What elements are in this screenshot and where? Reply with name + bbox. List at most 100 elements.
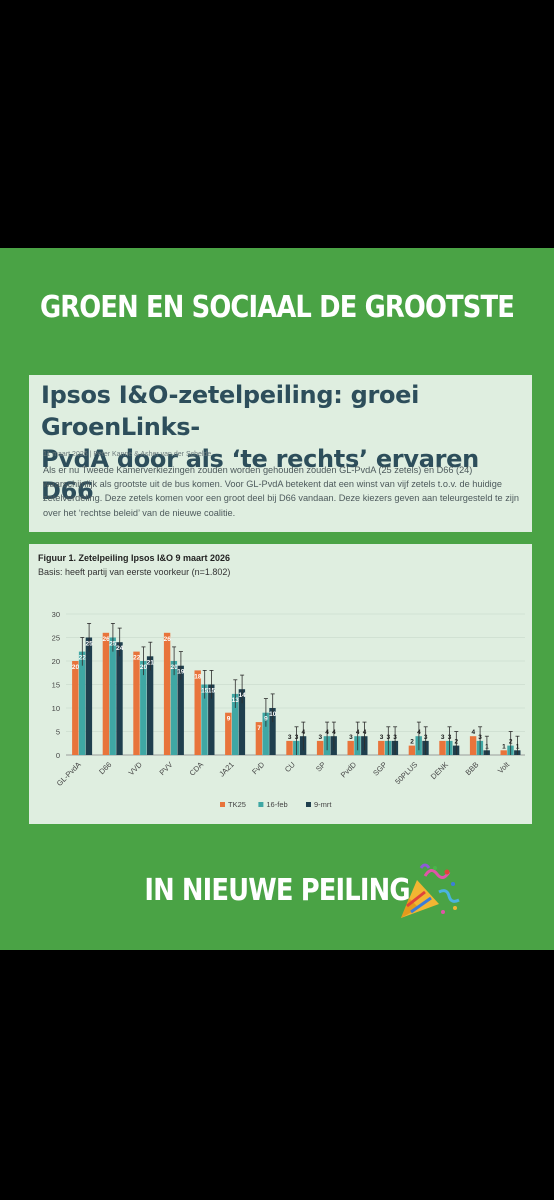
data-label: 4 — [356, 729, 360, 736]
intro-line: zetelverdeling. Deze zetels komen voor e… — [43, 493, 519, 504]
data-label: 9 — [264, 716, 268, 723]
data-label: 4 — [471, 729, 475, 736]
data-label: 20 — [170, 664, 178, 671]
bar-TK25-JA21 — [225, 712, 232, 755]
x-tick-label: SP — [314, 760, 327, 773]
party-popper-icon — [401, 863, 460, 918]
data-label: 1 — [485, 743, 489, 750]
data-label: 24 — [116, 645, 124, 652]
chart-subtitle: Basis: heeft partij van eerste voorkeur … — [38, 567, 230, 577]
data-label: 18 — [194, 673, 202, 680]
data-label: 21 — [147, 659, 155, 666]
bar-16-feb-PVV — [170, 661, 178, 755]
data-label: 25 — [109, 641, 117, 648]
bar-TK25-D66 — [102, 632, 110, 755]
x-tick-label: VVD — [127, 760, 145, 778]
bar-16-feb-D66 — [109, 637, 116, 755]
bar-TK25-FvD — [255, 722, 263, 755]
legend-label: 9-mrt — [314, 800, 332, 809]
headline-top: GROEN EN SOCIAAL DE GROOTSTE — [39, 290, 515, 325]
y-tick-label: 20 — [52, 657, 60, 666]
legend-label: TK25 — [228, 800, 246, 809]
seat-poll-chart: Figuur 1. Zetelpeiling Ipsos I&O 9 maart… — [38, 553, 525, 809]
data-label: 20 — [140, 664, 148, 671]
bar-9-mrt-FvD — [269, 708, 276, 755]
data-label: 3 — [295, 734, 299, 741]
bar-16-feb-FvD — [262, 712, 269, 755]
data-label: 14 — [238, 692, 246, 699]
bar-TK25-VVD — [133, 651, 140, 755]
legend-label: 16-feb — [266, 800, 287, 809]
data-label: 1 — [502, 743, 506, 750]
bar-TK25-PvdD — [347, 740, 354, 755]
bar-9-mrt-D66 — [116, 642, 123, 755]
data-label: 2 — [410, 739, 414, 746]
data-label: 26 — [164, 636, 172, 643]
bar-9-mrt-VVD — [146, 656, 154, 755]
x-tick-label: CU — [283, 760, 297, 774]
data-label: 4 — [301, 729, 305, 736]
bar-TK25-DENK — [439, 740, 446, 755]
data-label: 3 — [478, 734, 482, 741]
data-label: 4 — [363, 729, 367, 736]
bar-16-feb-GL-PvdA — [78, 651, 86, 755]
x-tick-label: GL-PvdA — [55, 760, 83, 788]
article-title-line-2: PvdA door als ‘te rechts’ ervaren D66 — [41, 445, 479, 505]
x-tick-label: CDA — [188, 760, 206, 778]
x-tick-label: Volt — [496, 759, 512, 775]
data-label: 19 — [177, 669, 185, 676]
data-label: 3 — [448, 734, 452, 741]
legend-swatch — [306, 802, 311, 807]
bar-TK25-SGP — [378, 740, 385, 755]
data-label: 3 — [441, 734, 445, 741]
data-label: 22 — [79, 655, 87, 662]
legend-swatch — [220, 802, 225, 807]
x-tick-label: PVV — [158, 760, 175, 777]
data-label: 3 — [349, 734, 353, 741]
data-label: 4 — [325, 729, 329, 736]
data-label: 3 — [380, 734, 384, 741]
bar-TK25-CU — [286, 740, 293, 755]
x-tick-label: JA21 — [217, 760, 235, 778]
x-tick-label: PvdD — [339, 760, 359, 780]
bar-9-mrt-PVV — [177, 665, 184, 755]
data-label: 15 — [208, 688, 216, 695]
data-label: 15 — [201, 688, 209, 695]
x-tick-label: SGP — [371, 760, 389, 778]
x-tick-label: D66 — [97, 760, 113, 776]
bar-TK25-PVV — [163, 632, 171, 755]
bar-TK25-SP — [316, 740, 324, 755]
data-label: 4 — [332, 729, 336, 736]
bar-9-mrt-CDA — [208, 684, 215, 755]
article-byline: 11 maart 2026 | Peter Kanne & Asher van … — [43, 451, 212, 458]
data-label: 25 — [85, 641, 93, 648]
y-tick-label: 10 — [52, 704, 60, 713]
x-tick-label: DENK — [429, 760, 450, 781]
y-tick-label: 15 — [52, 681, 60, 690]
y-tick-label: 5 — [56, 728, 60, 737]
bar-9-mrt-JA21 — [238, 689, 246, 755]
data-label: 26 — [102, 636, 110, 643]
article-title: Ipsos I&O-zetelpeiling: groei GroenLinks… — [41, 379, 527, 507]
intro-line: Als er nu Tweede Kamerverkiezingen zoude… — [43, 465, 473, 475]
bar-16-feb-JA21 — [231, 693, 239, 755]
headline-bottom: IN NIEUWE PEILING — [144, 873, 410, 908]
data-label: 9 — [227, 716, 231, 723]
data-label: 3 — [393, 734, 397, 741]
data-label: 13 — [232, 697, 240, 704]
chart-title: Figuur 1. Zetelpeiling Ipsos I&O 9 maart… — [38, 553, 230, 563]
article-card: Ipsos I&O-zetelpeiling: groei GroenLinks… — [29, 375, 532, 532]
y-tick-label: 30 — [52, 610, 60, 619]
bar-16-feb-CDA — [201, 684, 208, 755]
data-label: 4 — [417, 729, 421, 736]
data-label: 3 — [386, 734, 390, 741]
bar-TK25-Volt — [500, 750, 507, 755]
article-intro: Als er nu Tweede Kamerverkiezingen zoude… — [43, 463, 525, 520]
x-tick-label: BBB — [464, 760, 481, 777]
article-title-line-1: Ipsos I&O-zetelpeiling: groei GroenLinks… — [41, 381, 420, 441]
data-label: 22 — [133, 655, 141, 662]
x-tick-label: FvD — [250, 760, 266, 776]
data-label: 3 — [424, 734, 428, 741]
data-label: 2 — [454, 739, 458, 746]
y-tick-label: 25 — [52, 634, 60, 643]
